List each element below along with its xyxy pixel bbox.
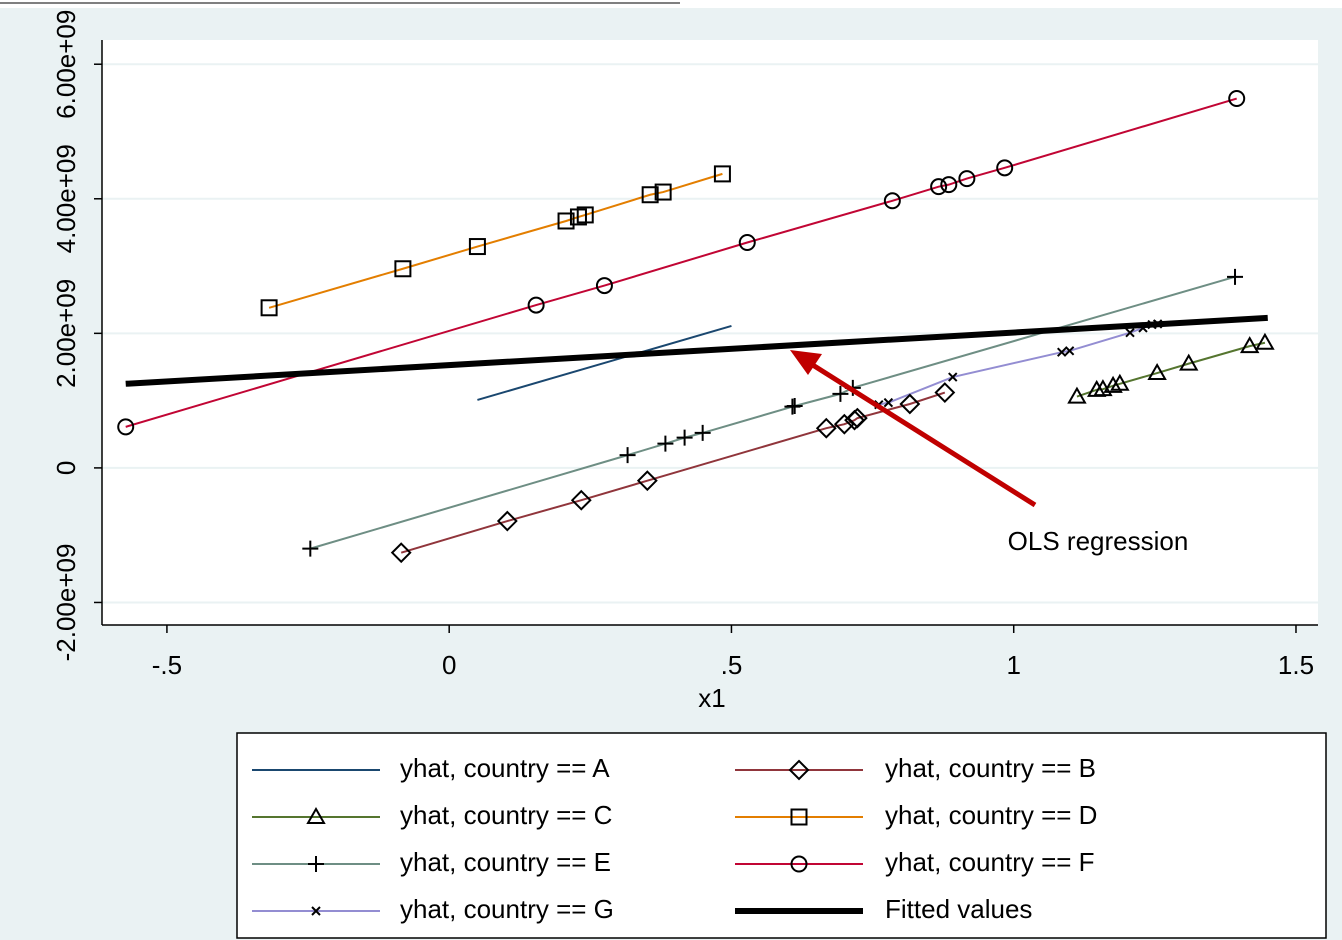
marker — [654, 183, 672, 201]
marker — [738, 234, 756, 252]
marker — [694, 424, 711, 441]
legend-items: yhat, country == A yhat, country == B yhat… — [252, 753, 1097, 924]
legend-label: yhat, country == B — [885, 753, 1096, 783]
marker — [1125, 327, 1135, 338]
marker — [311, 906, 321, 916]
legend-label: Fitted values — [885, 894, 1032, 924]
marker — [846, 407, 868, 429]
series-line — [310, 275, 1236, 550]
marker — [996, 159, 1014, 177]
marker — [1103, 375, 1123, 393]
marker — [595, 277, 613, 295]
marker — [260, 299, 278, 317]
marker — [883, 192, 901, 210]
marker — [676, 429, 693, 446]
marker — [117, 418, 135, 436]
annotation-arrow — [790, 350, 1037, 508]
legend-label: yhat, country == A — [400, 753, 610, 783]
marker — [883, 397, 894, 408]
marker — [496, 510, 518, 532]
y-tick-label: -2.00e+09 — [51, 544, 81, 662]
marker — [1147, 363, 1167, 381]
legend-label: yhat, country == G — [400, 894, 614, 924]
marker — [527, 296, 545, 314]
marker — [308, 856, 324, 872]
marker — [636, 470, 658, 492]
marker — [641, 186, 659, 204]
marker — [557, 212, 575, 230]
series-line — [125, 314, 1268, 387]
arrow-shaft — [806, 359, 1037, 508]
marker — [619, 447, 636, 464]
x-tick-label: .5 — [721, 650, 743, 680]
y-tick-label: 0 — [51, 461, 81, 475]
marker — [570, 489, 592, 511]
marker — [1227, 268, 1244, 285]
marker — [306, 806, 326, 824]
marker — [832, 385, 849, 402]
marker — [1064, 346, 1075, 356]
marker — [576, 206, 594, 224]
annotation: OLS regression — [1008, 526, 1189, 556]
x-axis-title: x1 — [698, 683, 725, 713]
marker — [948, 372, 958, 382]
marker — [1255, 332, 1275, 350]
marker — [958, 170, 976, 188]
marker — [788, 759, 810, 781]
series-line — [477, 324, 732, 401]
marker — [394, 260, 412, 278]
marker — [1228, 90, 1246, 108]
marker — [899, 393, 921, 415]
marker — [302, 540, 319, 557]
legend — [236, 732, 1327, 939]
y-tick-label: 2.00e+09 — [51, 279, 81, 388]
legend-label: yhat, country == C — [400, 800, 612, 830]
series-line — [125, 97, 1237, 428]
arrow-head — [790, 350, 822, 375]
marker — [1110, 373, 1130, 391]
marker — [1138, 323, 1148, 333]
marker — [1152, 319, 1163, 329]
marker — [657, 435, 674, 452]
marker — [930, 178, 948, 196]
marker — [1067, 386, 1087, 404]
marker — [1056, 347, 1067, 357]
marker — [713, 165, 731, 183]
marks — [117, 90, 1275, 564]
y-tick-label: 4.00e+09 — [51, 144, 81, 253]
marker — [934, 382, 956, 403]
y-tick-label: 6.00e+09 — [51, 10, 81, 119]
marker — [790, 855, 808, 873]
marker — [390, 542, 412, 564]
marker — [1239, 336, 1260, 354]
marker — [790, 808, 808, 826]
legend-label: yhat, country == E — [400, 847, 611, 877]
marker — [1178, 353, 1199, 371]
marker — [940, 176, 958, 194]
x-tick-label: -.5 — [152, 650, 182, 680]
legend-label: yhat, country == F — [885, 847, 1095, 877]
grid — [94, 63, 1318, 633]
marker — [815, 417, 837, 439]
x-tick-label: 0 — [442, 650, 456, 680]
x-tick-label: 1.5 — [1278, 650, 1314, 680]
marker — [468, 238, 486, 256]
marker — [786, 398, 803, 415]
legend-label: yhat, country == D — [885, 800, 1097, 830]
x-tick-label: 1 — [1006, 650, 1020, 680]
